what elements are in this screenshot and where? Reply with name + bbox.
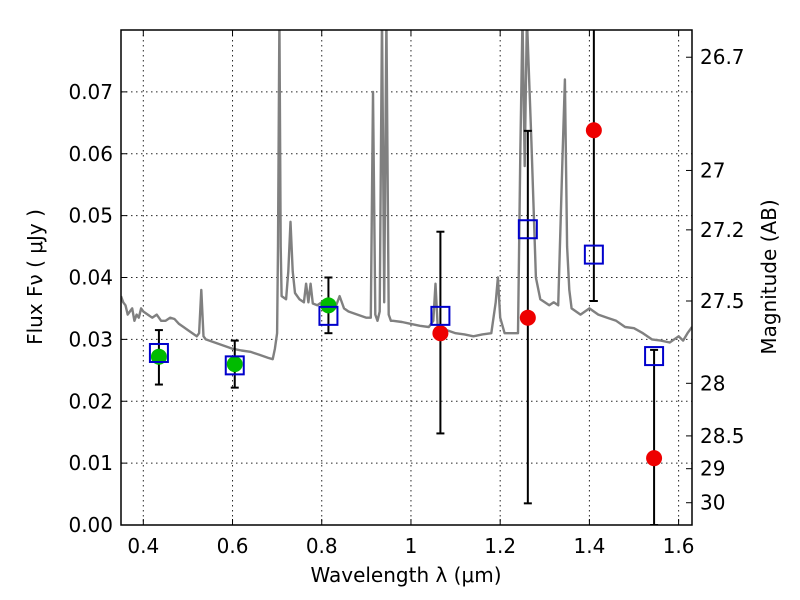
right-tick-label: 30 [700,491,725,515]
x-tick-label: 0.6 [217,534,249,558]
x-tick-label: 1.4 [573,534,605,558]
y-axis-label: Flux Fν ( μJy ) [23,209,47,345]
model-point [224,355,245,376]
x-tick-label: 1.6 [663,534,695,558]
data-markers [148,122,665,467]
observed-point [519,309,536,326]
y-tick-label: 0.05 [68,204,113,228]
y-tick-label: 0.04 [68,266,113,290]
right-tick-label: 28 [700,371,725,395]
x-axis-label: Wavelength λ (μm) [310,563,501,587]
spectrum-line [121,30,692,361]
model-point [318,305,339,326]
observed-point [150,348,167,365]
axis-ticks: 0.4 0.6 0.8 1 1.2 1.4 1.6 0.00 0.01 0.02 0.03 0.04 0… [68,30,745,558]
y-tick-label: 0.03 [68,327,113,351]
right-tick-label: 28.5 [700,424,745,448]
right-y-axis-label: Magnitude (AB) [757,199,781,354]
y-tick-label: 0.01 [68,451,113,475]
y-tick-label: 0.02 [68,389,113,413]
model-point [148,342,169,363]
x-tick-label: 1.2 [484,534,516,558]
grid-lines [121,30,692,526]
model-point [583,244,604,265]
observed-point [226,356,243,373]
y-tick-label: 0.07 [68,80,113,104]
right-tick-label: 27.2 [700,218,745,242]
observed-point [432,325,449,342]
right-tick-label: 27.5 [700,289,745,313]
observed-point [646,450,663,467]
observed-point [320,297,337,314]
y-tick-label: 0.00 [68,513,113,537]
spectrum-layer [121,30,692,361]
observed-point [585,122,602,139]
right-tick-label: 29 [700,457,725,481]
right-tick-label: 27 [700,158,725,182]
model-point [644,346,665,367]
x-tick-label: 0.4 [127,534,159,558]
x-tick-label: 1 [405,534,418,558]
model-point [517,219,538,240]
y-tick-label: 0.06 [68,142,113,166]
model-point [430,305,451,326]
x-tick-label: 0.8 [306,534,338,558]
right-tick-label: 26.7 [700,45,745,69]
